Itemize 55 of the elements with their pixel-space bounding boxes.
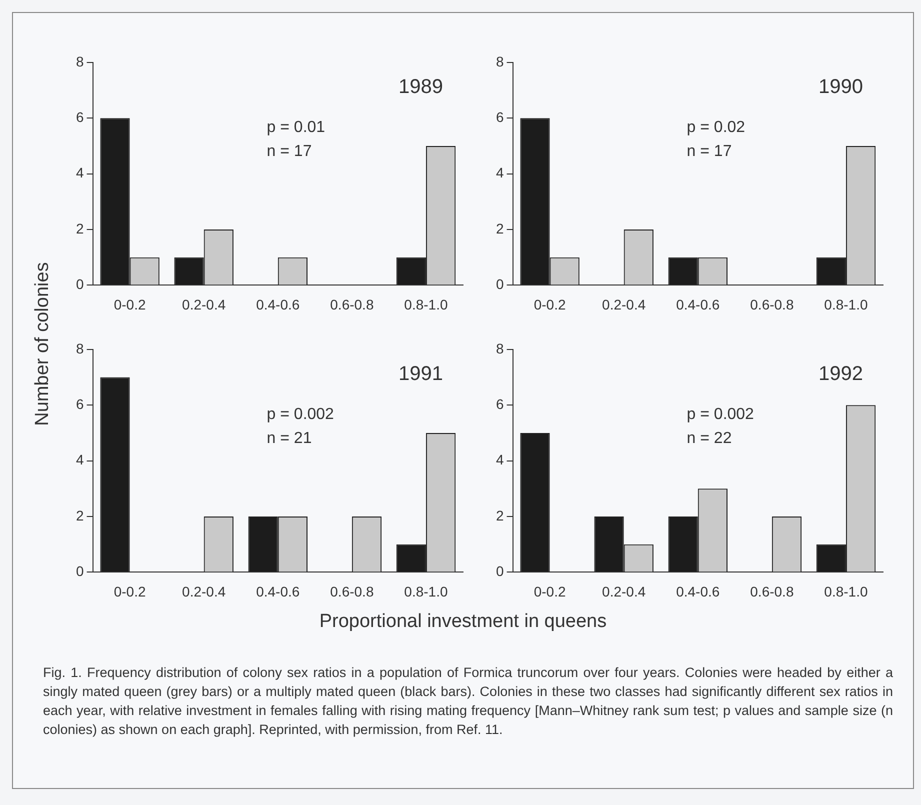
x-tick-label: 0-0.2 — [534, 296, 566, 312]
x-tick-label: 0.4-0.6 — [676, 583, 720, 600]
y-tick-label: 2 — [76, 507, 84, 524]
x-tick-label: 0.6-0.8 — [330, 583, 374, 600]
annotation: p = 0.01 — [266, 118, 326, 136]
x-tick-label: 0.2-0.4 — [602, 296, 646, 312]
x-tick-label: 0.6-0.8 — [330, 296, 374, 312]
annotation: p = 0.002 — [266, 406, 334, 423]
annotation: n = 17 — [266, 142, 312, 160]
annotation: n = 21 — [266, 430, 312, 447]
y-tick-label: 4 — [76, 452, 84, 468]
x-axis-title: Proportional investment in queens — [318, 611, 608, 633]
y-tick-label: 0 — [496, 276, 504, 292]
x-tick-label: 0.6-0.8 — [750, 583, 794, 600]
y-tick-label: 6 — [496, 108, 504, 125]
x-tick-label: 0.2-0.4 — [182, 583, 226, 600]
y-tick-label: 0 — [496, 563, 504, 580]
x-tick-label: 0.8-1.0 — [824, 583, 868, 600]
x-tick-label: 0.4-0.6 — [256, 583, 300, 600]
y-tick-label: 2 — [76, 220, 84, 236]
x-tick-label: 0.2-0.4 — [182, 296, 226, 312]
y-tick-label: 2 — [496, 220, 504, 236]
x-tick-label: 0.8-1.0 — [404, 296, 448, 312]
x-tick-label: 0.8-1.0 — [404, 583, 448, 600]
text: 1990 — [818, 76, 863, 98]
annotation: p = 0.002 — [686, 406, 754, 423]
x-tick-label: 0.2-0.4 — [602, 583, 646, 600]
y-tick-label: 6 — [496, 396, 504, 412]
x-tick-label: 0-0.2 — [114, 296, 146, 312]
text: 1992 — [818, 362, 863, 385]
annotation: n = 17 — [686, 142, 732, 160]
y-tick-label: 8 — [496, 53, 504, 70]
y-tick-label: 6 — [76, 108, 84, 125]
x-tick-label: 0.6-0.8 — [750, 296, 794, 312]
y-tick-label: 8 — [76, 340, 84, 356]
x-tick-label: 0-0.2 — [534, 583, 566, 600]
y-tick-label: 2 — [496, 507, 504, 524]
x-tick-label: 0.4-0.6 — [256, 296, 300, 312]
text: 1989 — [398, 76, 443, 98]
x-tick-label: 0.4-0.6 — [676, 296, 720, 312]
y-axis-title: Number of colonies — [32, 261, 54, 428]
annotation: p = 0.02 — [686, 118, 746, 136]
x-tick-label: 0.8-1.0 — [824, 296, 868, 312]
y-tick-label: 8 — [496, 340, 504, 356]
y-tick-label: 0 — [76, 276, 84, 292]
y-tick-label: 6 — [76, 396, 84, 412]
caption: Fig. 1. Frequency distribution of colony sex ratios in a population of Formica truncorum over four years. Colonies were headed by either a singly mated queen (grey bars) or a multiply mated queen (black bars). Colonies in these two classes had significantly different sex ratios in each year, with relative investment in females falling with rising mating frequency [Mann–Whitney rank sum test; p values and sample size (n colonies) as shown on each graph]. Reprinted, with permission, from Ref. 11. — [43, 664, 893, 739]
y-tick-label: 0 — [76, 563, 84, 580]
text: 1991 — [398, 362, 443, 385]
x-tick-label: 0-0.2 — [114, 583, 146, 600]
annotation: n = 22 — [686, 430, 732, 447]
y-tick-label: 4 — [496, 452, 504, 468]
y-tick-label: 4 — [76, 164, 84, 181]
y-tick-label: 4 — [496, 164, 504, 181]
y-tick-label: 8 — [76, 53, 84, 70]
